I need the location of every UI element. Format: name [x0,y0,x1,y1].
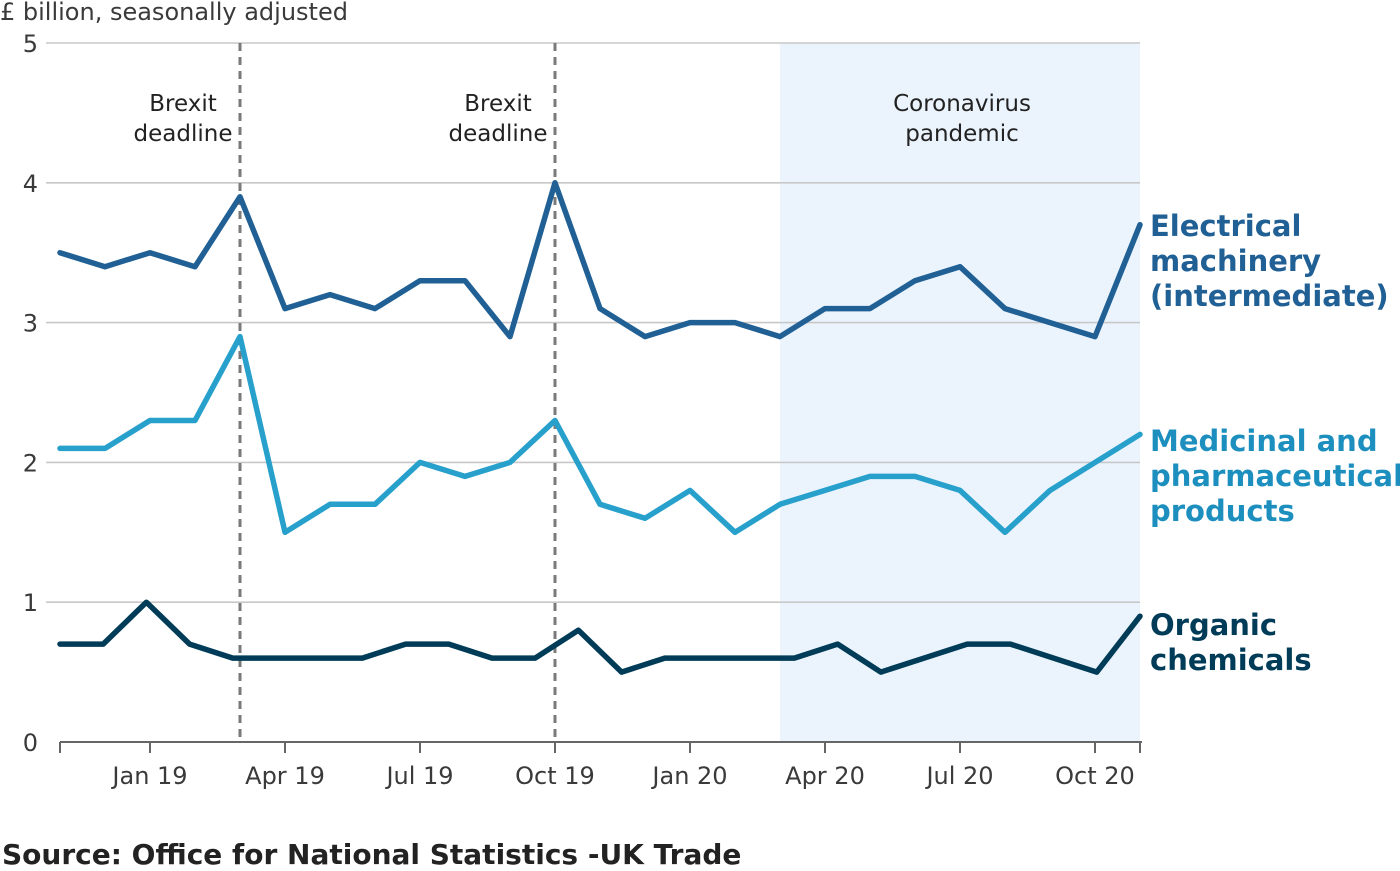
series-line-electrical-machinery-intermediate [57,180,1143,340]
x-tick-label: Jul 20 [924,762,993,790]
y-tick-label: 1 [23,589,38,617]
source-note: Source: Office for National Statistics -… [2,838,742,871]
x-tick-label: Jan 19 [110,762,187,790]
x-tick-label: Oct 19 [515,762,595,790]
series-label-medicinal-and-pharmaceutical-products: Medicinal and pharmaceutical products [1150,424,1400,528]
y-tick-label: 0 [23,729,38,757]
x-tick-label: Jan 20 [650,762,727,790]
event-label: Brexit deadline [134,91,233,147]
x-tick-label: Apr 20 [785,762,865,790]
x-tick-label: Oct 20 [1055,762,1135,790]
y-tick-label: 5 [23,30,38,58]
y-tick-label: 4 [23,170,38,198]
event-label: Brexit deadline [449,91,548,147]
x-tick-label: Jul 19 [384,762,453,790]
series-line-organic-chemicals [57,599,1143,675]
y-axis-unit-label: £ billion, seasonally adjusted [0,0,348,26]
y-tick-label: 3 [23,310,38,338]
shaded-period-label: Coronavirus pandemic [893,91,1031,147]
x-tick-label: Apr 19 [245,762,325,790]
y-tick-label: 2 [23,449,38,477]
series-label-organic-chemicals: Organic chemicals [1150,608,1312,677]
series-line-medicinal-and-pharmaceutical-products [57,333,1143,536]
series-label-electrical-machinery-intermediate: Electrical machinery (intermediate) [1150,209,1389,313]
shaded-period [780,43,1140,742]
